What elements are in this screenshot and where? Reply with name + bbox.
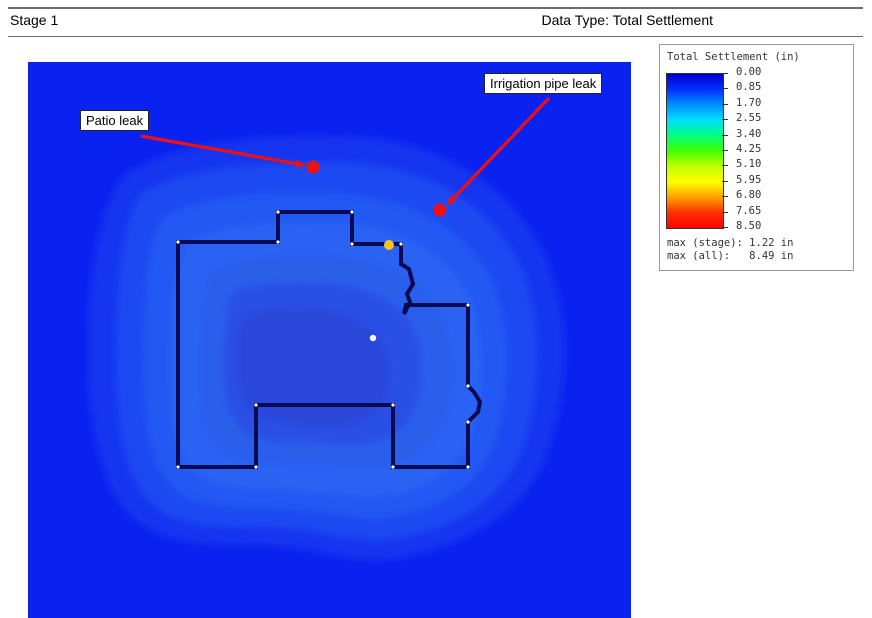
vertex: [254, 465, 258, 469]
vertex: [276, 210, 280, 214]
vertex: [350, 210, 354, 214]
legend-tick: [722, 73, 728, 74]
vertex: [176, 465, 180, 469]
contour-canvas[interactable]: [28, 62, 631, 618]
vertex: [399, 242, 403, 246]
legend-tick-label: 8.50: [736, 220, 762, 232]
vertex: [466, 384, 470, 388]
header-bar: Stage 1 Data Type: Total Settlement: [0, 0, 872, 40]
legend-tick-label: 0.85: [736, 81, 762, 93]
query-point[interactable]: [384, 240, 394, 250]
irrigation-leak-arrow: [446, 96, 551, 206]
legend-tick: [722, 212, 728, 213]
patio-leak-arrow: [140, 134, 306, 168]
vertex: [466, 420, 470, 424]
vertex: [391, 403, 395, 407]
contour-band-7: [236, 307, 392, 428]
legend-tick: [722, 227, 728, 228]
patio-leak-marker[interactable]: [306, 160, 320, 174]
legend-tick: [722, 135, 728, 136]
legend-tick-label: 2.55: [736, 112, 762, 124]
vertex: [391, 465, 395, 469]
settlement-contour-plot[interactable]: [28, 62, 631, 618]
header-bottom-rule: [8, 36, 863, 37]
legend-tick-label: 7.65: [736, 205, 762, 217]
legend-tick-label: 5.10: [736, 158, 762, 170]
legend-tick: [722, 88, 728, 89]
legend-max-all: max (all): 8.49 in: [667, 250, 794, 262]
patio-leak-callout: Patio leak: [80, 110, 150, 131]
center-point[interactable]: [369, 334, 377, 342]
irrigation-leak-callout: Irrigation pipe leak: [484, 73, 603, 94]
legend-tick-label: 3.40: [736, 128, 762, 140]
vertex: [350, 242, 354, 246]
header-top-rule: [8, 7, 863, 9]
legend-tick: [722, 150, 728, 151]
vertex: [466, 465, 470, 469]
legend-tick: [722, 196, 728, 197]
legend-title: Total Settlement (in): [667, 51, 800, 63]
legend-tick-label: 1.70: [736, 97, 762, 109]
legend-color-bar: [666, 73, 724, 229]
data-type-label: Data Type: Total Settlement: [541, 12, 713, 28]
legend-tick-label: 5.95: [736, 174, 762, 186]
legend-tick: [722, 165, 728, 166]
legend-tick-label: 6.80: [736, 189, 762, 201]
vertex: [176, 240, 180, 244]
legend-panel: Total Settlement (in) 0.00 0.85 1.70 2.55 3.…: [659, 44, 854, 271]
footprint-vertices: [176, 210, 470, 469]
legend-tick-label: 4.25: [736, 143, 762, 155]
vertex: [466, 303, 470, 307]
legend-tick: [722, 119, 728, 120]
legend-tick-label: 0.00: [736, 66, 762, 78]
legend-max-stage: max (stage): 1.22 in: [667, 237, 794, 249]
vertex: [254, 403, 258, 407]
legend-tick: [722, 104, 728, 105]
legend-tick: [722, 181, 728, 182]
irrigation-leak-marker[interactable]: [433, 203, 447, 217]
contour-bands: [88, 135, 565, 561]
stage-label: Stage 1: [10, 12, 59, 28]
vertex: [276, 240, 280, 244]
